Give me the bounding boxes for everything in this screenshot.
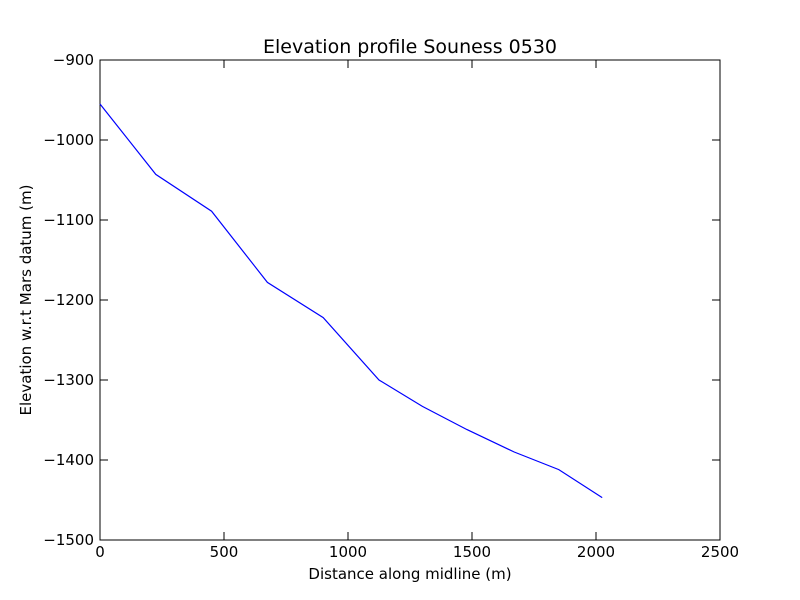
y-tick-label: −1300 [43, 371, 94, 389]
x-tick-label: 2000 [577, 543, 615, 561]
x-axis: 0 500 1000 1500 2000 2500 [95, 60, 739, 561]
x-tick-label: 2500 [701, 543, 739, 561]
y-axis: −1500 −1400 −1300 −1200 −1100 −1000 −900 [43, 51, 720, 549]
x-tick-label: 1500 [453, 543, 491, 561]
y-tick-label: −1200 [43, 291, 94, 309]
elevation-series-line [99, 103, 603, 499]
x-tick-label: 1000 [329, 543, 367, 561]
x-axis-label: Distance along midline (m) [308, 565, 511, 583]
x-tick-label: 0 [95, 543, 105, 561]
series-layer [99, 103, 603, 499]
plot-area [99, 59, 721, 541]
y-tick-label: −1000 [43, 131, 94, 149]
y-tick-label: −1100 [43, 211, 94, 229]
y-tick-label: −900 [53, 51, 94, 69]
chart-title: Elevation profile Souness 0530 [263, 36, 557, 58]
x-tick-label: 500 [210, 543, 239, 561]
y-tick-label: −1500 [43, 531, 94, 549]
y-tick-label: −1400 [43, 451, 94, 469]
y-axis-label: Elevation w.r.t Mars datum (m) [17, 185, 35, 416]
